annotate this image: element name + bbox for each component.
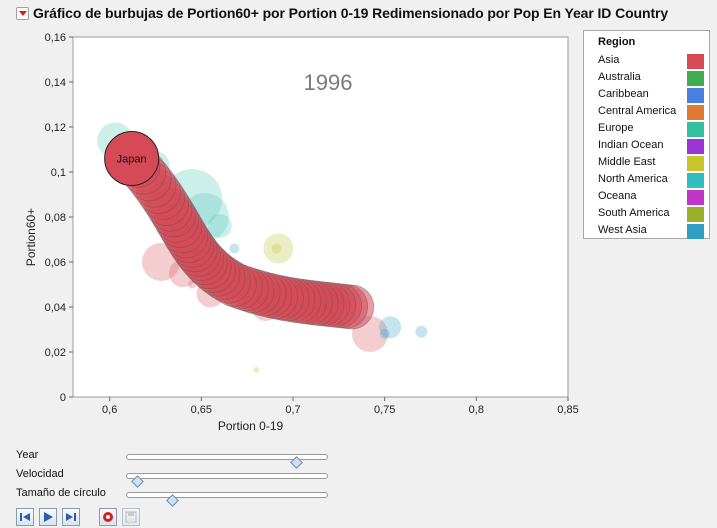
bubble-size-slider[interactable] [126,492,328,507]
save-button[interactable] [122,508,140,526]
legend-swatch [687,88,704,103]
legend-swatch [687,54,704,69]
play-icon [44,512,53,522]
legend-item-label: Oceana [598,190,637,202]
legend-swatch [687,190,704,205]
legend-swatch [687,207,704,222]
step-forward-icon [66,513,76,521]
x-tick-label: 0,7 [285,404,300,416]
legend-item-label: Middle East [598,156,656,168]
y-tick-label: 0,14 [45,77,66,89]
y-tick-label: 0,16 [45,32,66,44]
y-tick-label: 0 [60,392,66,404]
legend-title: Region [598,36,636,48]
record-icon [103,512,113,522]
legend-item[interactable]: Indian Ocean [584,138,709,155]
legend-item-label: South America [598,207,670,219]
background-bubble [379,316,402,339]
y-axis-label: Portion60+ [24,208,38,266]
y-tick-label: 0,1 [51,167,66,179]
legend: Region Asia Australia Caribbean Central Ame… [583,30,710,239]
x-tick-label: 0,75 [374,404,395,416]
record-button[interactable] [99,508,117,526]
japan-label: Japan [117,154,147,166]
year-slider[interactable] [126,454,328,469]
speed-slider-label: Velocidad [16,468,64,480]
legend-swatch [687,173,704,188]
step-back-icon [20,513,30,521]
x-axis-label: Portion 0-19 [218,419,284,433]
legend-swatch [687,156,704,171]
legend-item[interactable]: South America [584,206,709,223]
step-forward-button[interactable] [62,508,80,526]
year-slider-row: Year [16,447,336,469]
background-bubble [379,329,390,339]
legend-item-label: Indian Ocean [598,139,664,151]
legend-item[interactable]: Caribbean [584,87,709,104]
x-tick-label: 0,85 [557,404,578,416]
bubble-chart: 0,6 0,65 0,7 0,75 0,8 0,85 0 0,02 0,04 0,06 0,08 0,… [24,32,579,433]
x-tick-label: 0,8 [469,404,484,416]
speed-slider-row: Velocidad [16,466,336,488]
bubble-size-slider-thumb[interactable] [165,494,179,507]
play-button[interactable] [39,508,57,526]
legend-item[interactable]: Central America [584,104,709,121]
y-tick-label: 0,02 [45,347,66,359]
x-tick-label: 0,65 [191,404,212,416]
disclosure-triangle-icon[interactable] [16,6,29,20]
speed-slider[interactable] [126,473,328,488]
japan-trail [115,143,375,330]
y-tick-label: 0,12 [45,122,66,134]
legend-item-label: North America [598,173,668,185]
background-bubble [271,243,282,254]
year-slider-label: Year [16,449,39,461]
bubble-size-slider-label: Tamaño de círculo [16,487,106,499]
legend-swatch [687,71,704,86]
background-bubble [253,367,260,373]
legend-item[interactable]: North America [584,172,709,189]
legend-item-label: Caribbean [598,88,649,100]
y-tick-label: 0,06 [45,257,66,269]
legend-item-label: Central America [598,105,677,117]
save-icon [125,511,137,523]
background-bubble [263,233,294,264]
y-tick-label: 0,08 [45,212,66,224]
x-tick-label: 0,6 [102,404,117,416]
legend-swatch [687,224,704,239]
background-bubble [229,243,240,254]
legend-item[interactable]: Europe [584,121,709,138]
report-header: Gráfico de burbujas de Portion60+ por Po… [2,3,714,23]
legend-item[interactable]: West Asia [584,223,709,240]
chart-title: Gráfico de burbujas de Portion60+ por Po… [33,5,669,21]
legend-item-label: West Asia [598,224,647,236]
bubble-size-slider-row: Tamaño de círculo [16,485,336,507]
legend-item-label: Australia [598,71,641,83]
legend-item[interactable]: Middle East [584,155,709,172]
japan-bubble[interactable] [104,131,160,186]
year-watermark: 1996 [304,70,353,95]
legend-item[interactable]: Asia [584,53,709,70]
legend-swatch [687,139,704,154]
legend-swatch [687,105,704,120]
legend-item[interactable]: Oceana [584,189,709,206]
legend-item-label: Europe [598,122,634,134]
y-tick-label: 0,04 [45,302,66,314]
legend-swatch [687,122,704,137]
legend-item[interactable]: Australia [584,70,709,87]
background-bubble [207,214,232,238]
background-bubble [415,325,428,338]
step-back-button[interactable] [16,508,34,526]
legend-item-label: Asia [598,54,620,66]
playback-toolbar [16,508,145,528]
